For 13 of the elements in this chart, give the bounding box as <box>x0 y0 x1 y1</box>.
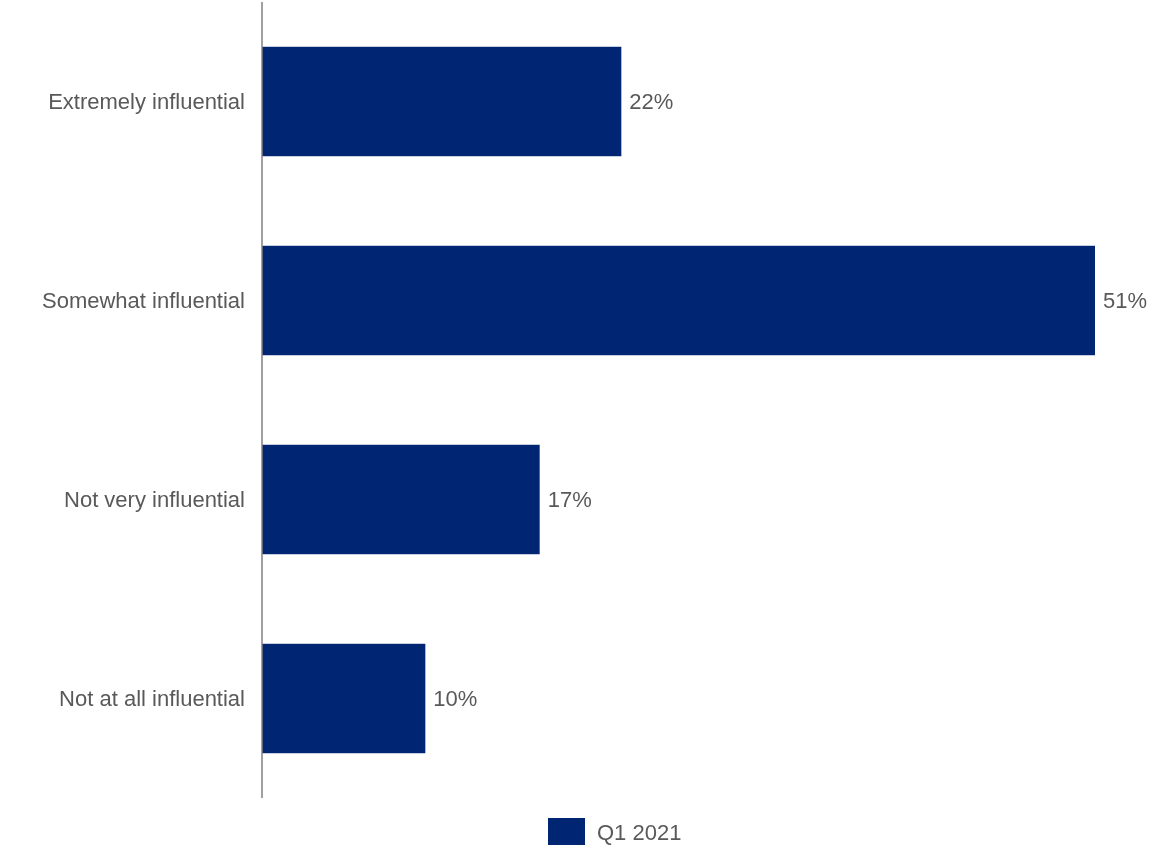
legend-label: Q1 2021 <box>597 819 682 845</box>
bar <box>262 245 1095 356</box>
y-tick-label: Somewhat influential <box>41 288 245 314</box>
data-label: 22% <box>629 89 674 115</box>
bar <box>262 46 622 157</box>
bar <box>262 444 540 555</box>
y-tick-label: Extremely influential <box>48 89 245 115</box>
bar <box>262 643 426 754</box>
data-label: 10% <box>433 686 478 712</box>
y-tick-label: Not at all influential <box>59 686 245 712</box>
data-label: 17% <box>547 487 592 513</box>
y-tick-label: Not very influential <box>64 487 245 513</box>
data-label: 51% <box>1103 288 1148 314</box>
